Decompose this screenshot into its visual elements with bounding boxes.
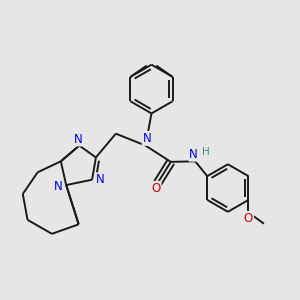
Text: H: H — [202, 147, 209, 158]
Text: N: N — [74, 133, 82, 146]
Text: N: N — [189, 148, 198, 161]
Text: O: O — [244, 212, 253, 225]
Text: N: N — [143, 132, 152, 145]
Text: N: N — [53, 180, 62, 193]
Text: N: N — [96, 173, 105, 186]
Text: O: O — [151, 182, 160, 195]
